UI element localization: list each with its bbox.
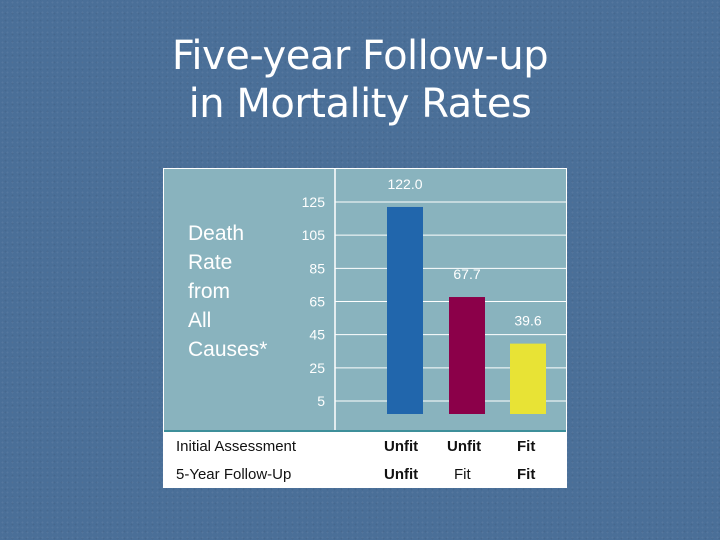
y-tick-label: 105 xyxy=(302,227,326,243)
y-tick-label: 65 xyxy=(309,294,325,310)
cell-bar-1: Unfit xyxy=(384,466,419,483)
bar-chart: 125 105 85 65 45 25 5 122.0 67.7 39.6 xyxy=(302,169,566,431)
slide-title: Five-year Follow-up in Mortality Rates xyxy=(0,32,720,128)
cell-bar-2: Fit xyxy=(454,466,471,483)
y-tick-label: 45 xyxy=(309,327,325,343)
assessment-table: Initial Assessment Unfit Unfit Fit 5-Yea… xyxy=(164,430,566,487)
table-row-follow-up: 5-Year Follow-Up Unfit Fit Fit xyxy=(164,462,566,487)
bar xyxy=(387,206,423,414)
y-label-line: All xyxy=(188,309,212,332)
bar xyxy=(510,343,546,414)
slide-title-line-2: in Mortality Rates xyxy=(188,81,532,127)
y-label-line: from xyxy=(188,280,230,303)
row-label: 5-Year Follow-Up xyxy=(176,466,292,483)
y-tick-label: 25 xyxy=(309,360,325,376)
y-label-line: Causes* xyxy=(188,338,268,361)
chart-figure: 125 105 85 65 45 25 5 122.0 67.7 39.6 Death Rate … xyxy=(163,168,567,488)
y-label-line: Rate xyxy=(188,251,233,274)
cell-bar-1: Unfit xyxy=(384,438,419,455)
row-label: Initial Assessment xyxy=(176,438,297,455)
cell-bar-3: Fit xyxy=(517,438,536,455)
bar-value-label: 122.0 xyxy=(387,176,422,192)
bar-value-label: 39.6 xyxy=(514,313,541,329)
y-label-line: Death xyxy=(188,222,245,245)
y-tick-label: 85 xyxy=(309,260,325,276)
y-axis-label: Death Rate from All Causes* xyxy=(188,219,267,364)
y-tick-label: 125 xyxy=(302,194,326,210)
bar xyxy=(449,297,485,414)
table-row-initial-assessment: Initial Assessment Unfit Unfit Fit xyxy=(164,434,566,462)
cell-bar-3: Fit xyxy=(517,466,536,483)
y-tick-label: 5 xyxy=(317,393,325,409)
bar-value-label: 67.7 xyxy=(453,266,480,282)
slide-title-line-1: Five-year Follow-up xyxy=(171,33,549,79)
cell-bar-2: Unfit xyxy=(447,438,482,455)
